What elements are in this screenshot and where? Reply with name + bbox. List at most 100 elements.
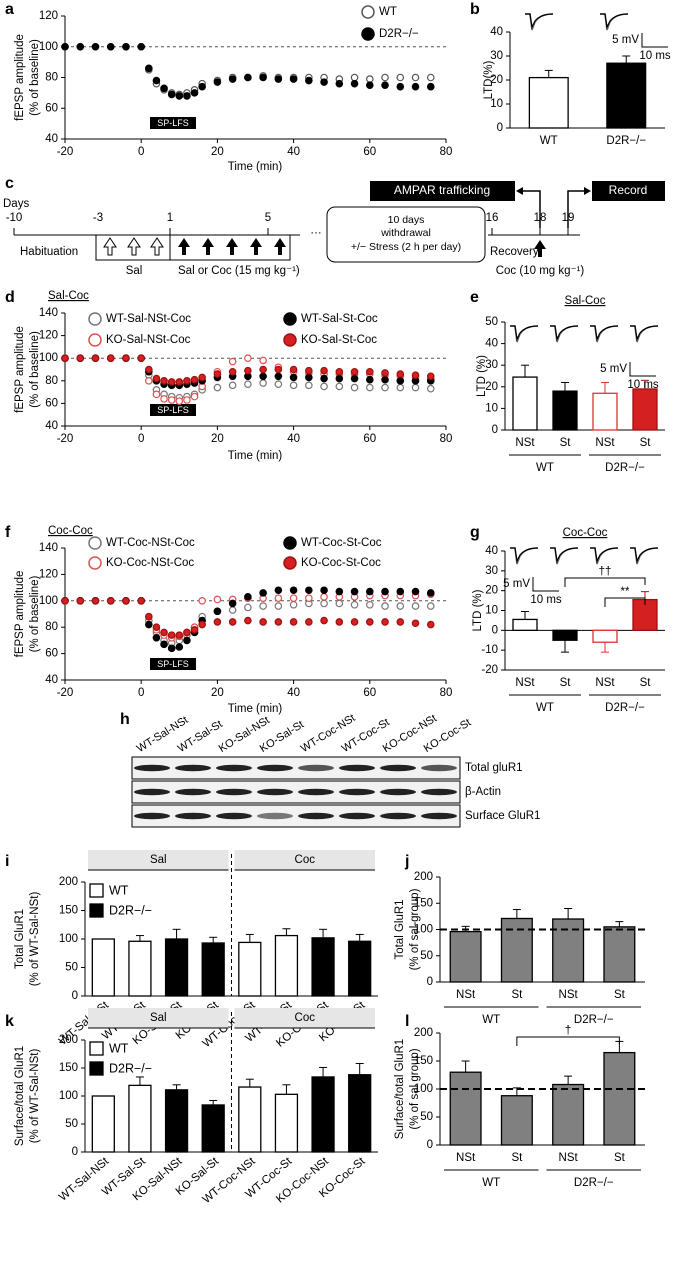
data-point — [160, 376, 168, 385]
data-point — [289, 600, 298, 609]
y-tick-label: 0 — [492, 424, 498, 436]
data-point — [183, 636, 191, 645]
data-point — [76, 42, 85, 51]
trace — [525, 13, 554, 31]
stimulus-box — [150, 658, 196, 670]
data-point — [183, 628, 191, 637]
data-point — [167, 396, 176, 404]
stimulus-box — [150, 117, 196, 129]
data-point — [137, 42, 146, 51]
data-point — [381, 383, 389, 392]
day-label: 1 — [167, 212, 173, 224]
y-tick-label: 10 — [485, 605, 498, 617]
blot-band — [134, 788, 170, 796]
data-point — [396, 370, 405, 378]
phase-label: Sal or Coc (15 mg kg⁻¹) — [178, 265, 300, 277]
data-point — [122, 596, 130, 605]
legend-label: WT-Coc-NSt-Coc — [106, 537, 195, 549]
data-point — [426, 602, 435, 610]
axis-label: Days — [3, 198, 29, 210]
data-point — [320, 586, 328, 595]
data-point — [289, 75, 298, 83]
data-point — [61, 42, 69, 51]
timeline: c Days -10 -3 1 5 16 18 19 ··· ··· Habit… — [3, 175, 665, 277]
data-point — [350, 383, 359, 392]
data-point — [365, 367, 374, 376]
y-tick-label: 50 — [65, 1118, 78, 1130]
trace — [600, 13, 629, 31]
data-point — [320, 616, 328, 625]
data-point — [167, 378, 176, 386]
y-tick-label: 200 — [414, 871, 433, 883]
y-tick-label: 140 — [39, 307, 58, 319]
blot-band — [380, 764, 416, 772]
panel-label: a — [5, 1, 14, 18]
data-point — [381, 618, 389, 626]
data-point — [396, 73, 405, 82]
data-point — [152, 374, 161, 383]
withdrawal-box — [326, 206, 486, 263]
arrowhead — [584, 187, 591, 195]
blot-band — [257, 812, 293, 820]
y-tick-label: 50 — [485, 316, 498, 328]
x-tick-label: WT — [540, 135, 558, 147]
bar — [603, 926, 636, 983]
bar — [552, 390, 578, 431]
filled-arrows — [178, 238, 546, 257]
scale-label: 5 mV — [600, 363, 627, 375]
panel-label: k — [5, 1013, 14, 1030]
x-tick-label: 20 — [211, 687, 224, 699]
data-point — [175, 397, 184, 405]
data-point — [426, 73, 435, 82]
blot-row — [131, 804, 461, 828]
panel-label: g — [470, 524, 480, 541]
data-point — [145, 64, 153, 73]
legend-marker — [88, 333, 102, 347]
legend-label: WT — [109, 883, 129, 897]
x-axis-label: Time (min) — [228, 450, 283, 462]
data-point — [122, 42, 130, 51]
data-point — [91, 42, 100, 51]
scale-label: 10 ms — [639, 50, 671, 62]
x-tick-label: NSt — [515, 437, 535, 449]
data-point — [152, 623, 161, 632]
blot-band — [216, 764, 252, 772]
y-tick-label: 20 — [490, 74, 503, 86]
data-point — [160, 628, 168, 637]
y-axis-label: (% of baseline) — [29, 331, 41, 408]
y-tick-label: 50 — [420, 950, 433, 962]
x-tick-label: 60 — [363, 146, 376, 158]
trace — [630, 325, 659, 343]
legend-marker — [361, 27, 375, 41]
x-tick-label: St — [614, 1152, 626, 1164]
x-tick-label: 80 — [440, 433, 453, 445]
bar — [348, 940, 372, 997]
data-point — [381, 375, 389, 384]
x-axis-label: Time (min) — [228, 161, 283, 173]
y-tick-label: 100 — [59, 933, 78, 945]
data-point — [396, 602, 405, 610]
data-point — [213, 618, 222, 626]
y-tick-label: 100 — [414, 924, 433, 936]
blot-band — [175, 812, 211, 820]
bar — [449, 930, 482, 983]
data-point — [175, 631, 184, 639]
data-point — [244, 354, 252, 363]
panel-title: Coc-Coc — [48, 525, 93, 537]
y-tick-label: 40 — [485, 338, 498, 350]
data-point — [411, 619, 420, 628]
data-point — [305, 373, 313, 382]
data-point — [411, 73, 420, 82]
bar — [238, 941, 262, 997]
data-point — [213, 383, 222, 392]
data-point — [289, 594, 298, 602]
x-tick-label: -20 — [57, 687, 74, 699]
x-tick-label: NSt — [559, 989, 579, 1001]
y-axis-label: LTD (%) — [476, 355, 488, 397]
data-point — [320, 366, 328, 375]
data-point — [198, 620, 206, 629]
x-tick-label: NSt — [595, 677, 615, 689]
row-label: Surface GluR1 — [465, 810, 540, 822]
data-point — [190, 89, 199, 97]
y-tick-label: 0 — [492, 624, 498, 636]
